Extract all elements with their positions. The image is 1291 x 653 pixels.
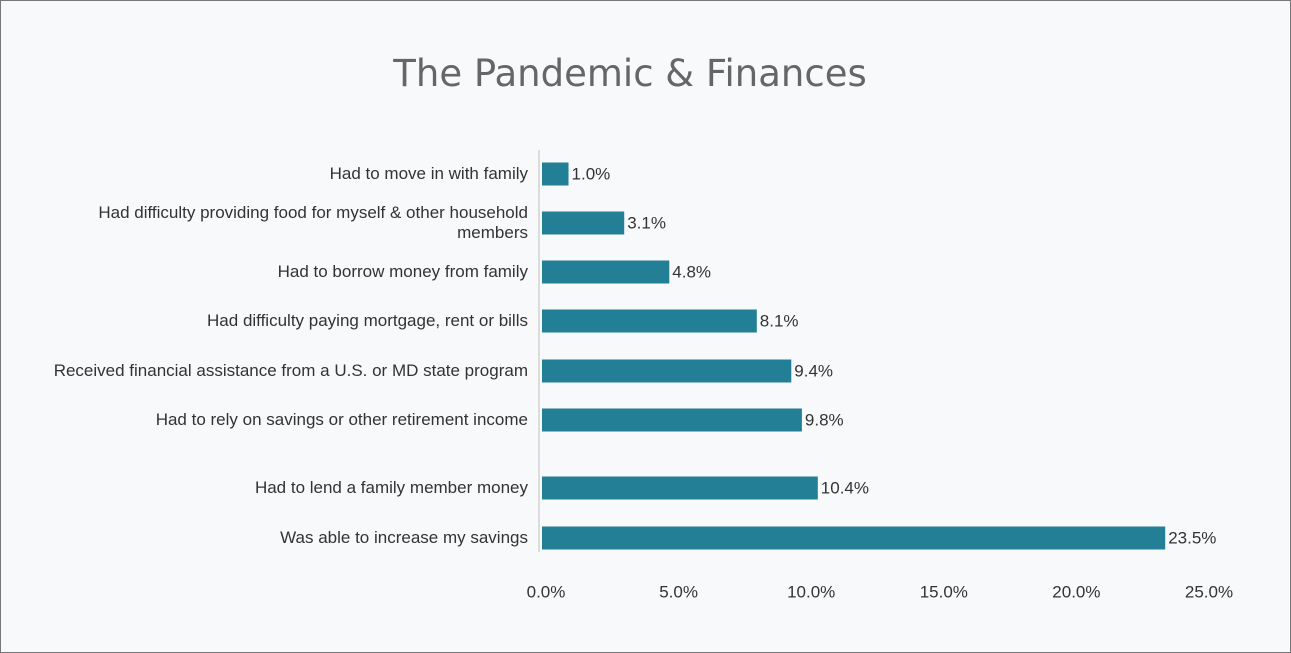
bar — [542, 359, 792, 383]
x-tick-label: 15.0% — [920, 582, 968, 601]
y-tick-label: Had difficulty providing food for myself… — [98, 203, 528, 242]
x-tick-label: 10.0% — [787, 582, 835, 601]
bar — [542, 408, 802, 432]
bar — [542, 476, 818, 500]
x-tick-label: 0.0% — [527, 582, 566, 601]
y-tick-label: Had to lend a family member money — [254, 478, 528, 497]
value-label: 9.8% — [805, 410, 844, 429]
value-label: 10.4% — [821, 478, 869, 497]
x-tick-label: 5.0% — [659, 582, 698, 601]
y-tick-label: Was able to increase my savings — [280, 528, 528, 547]
bar — [542, 526, 1166, 550]
bar — [542, 162, 569, 186]
y-tick-label: Received financial assistance from a U.S… — [53, 361, 528, 380]
value-label: 8.1% — [760, 311, 799, 330]
y-tick-label: Had to borrow money from family — [277, 262, 528, 281]
y-tick-label: Had to move in with family — [329, 164, 528, 183]
y-tick-label: Had difficulty paying mortgage, rent or … — [207, 311, 528, 330]
value-label: 3.1% — [627, 213, 666, 232]
chart-title: The Pandemic & Finances — [393, 52, 867, 95]
bar — [542, 309, 757, 333]
bar — [542, 260, 670, 284]
value-label: 4.8% — [672, 262, 711, 281]
bar — [542, 211, 625, 235]
value-label: 23.5% — [1168, 528, 1216, 547]
x-tick-label: 20.0% — [1052, 582, 1100, 601]
value-label: 9.4% — [794, 361, 833, 380]
y-tick-label: Had to rely on savings or other retireme… — [155, 410, 528, 429]
x-tick-label: 25.0% — [1185, 582, 1233, 601]
value-label: 1.0% — [572, 164, 611, 183]
